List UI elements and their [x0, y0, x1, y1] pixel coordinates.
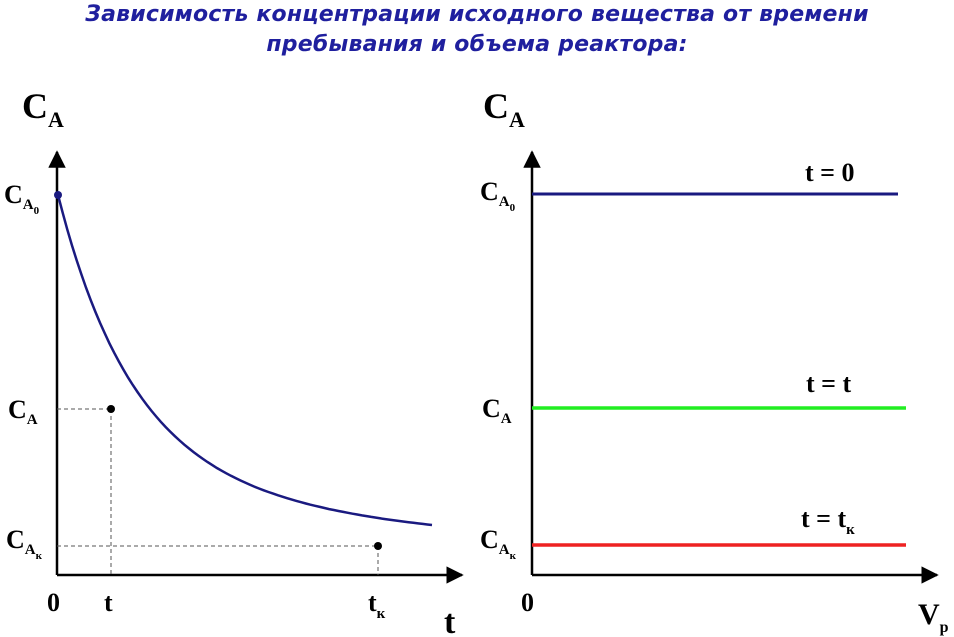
- tick-ca: CA: [8, 395, 38, 428]
- title-line-1: Зависимость концентрации исходного вещес…: [85, 2, 869, 27]
- right-tick-ca: CA: [482, 394, 512, 427]
- tick-origin-right: 0: [521, 588, 534, 617]
- tick-ca0: CA0: [4, 180, 40, 217]
- diagram-title: Зависимость концентрации исходного вещес…: [0, 0, 954, 60]
- left-y-axis-title: CA: [22, 86, 64, 132]
- left-plot: CA t CA0 CA CAк 0 t tк: [4, 86, 464, 637]
- point-start: [54, 191, 62, 199]
- point-tk: [374, 542, 382, 550]
- label-line-t0: t = 0: [805, 158, 854, 187]
- point-t: [107, 405, 115, 413]
- label-line-tk: t = tк: [801, 504, 855, 538]
- tick-tk: tк: [368, 588, 386, 622]
- right-tick-ca0: CA0: [480, 177, 516, 214]
- right-y-axis-title: CA: [483, 86, 525, 132]
- label-line-t: t = t: [806, 369, 851, 398]
- tick-cak: CAк: [6, 525, 43, 562]
- right-x-axis-title: Vр: [918, 598, 949, 636]
- tick-origin-left: 0: [47, 588, 60, 617]
- tick-t: t: [104, 588, 113, 617]
- right-tick-cak: CAк: [480, 525, 517, 562]
- right-plot: CA Vр 0 CA0 CA CAк t = 0 t = t t = tк: [480, 86, 949, 636]
- concentration-curve: [56, 194, 433, 527]
- title-line-2: пребывания и объема реактора:: [266, 32, 688, 57]
- left-x-axis-title: t: [444, 604, 456, 637]
